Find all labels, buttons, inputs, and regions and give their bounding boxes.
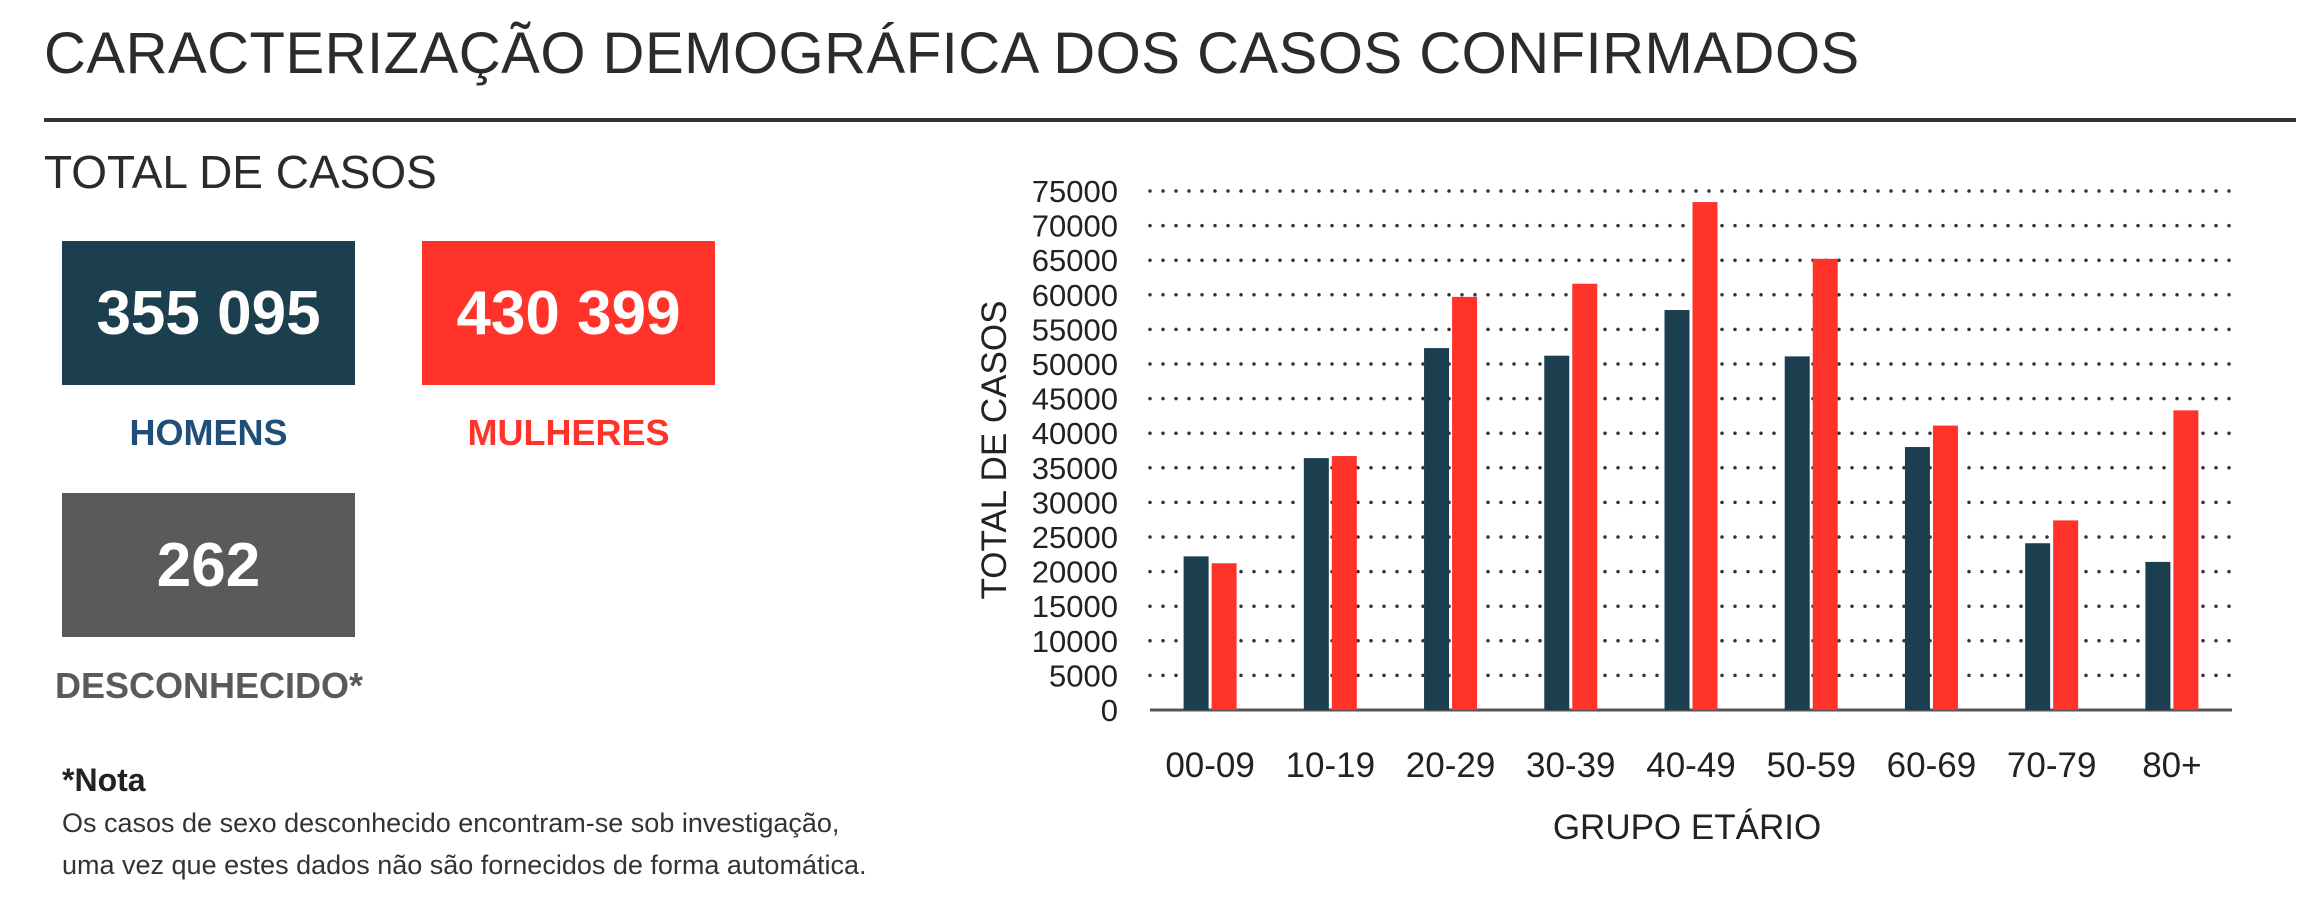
x-tick-label: 30-39	[1526, 746, 1616, 785]
men-total-value: 355 095	[96, 278, 321, 348]
bar-series-1-30-39	[1544, 355, 1570, 710]
note-title: *Nota	[62, 762, 146, 798]
unknown-total-value: 262	[156, 530, 261, 600]
bar-series-1-60-69	[1904, 447, 1930, 710]
y-tick-label: 40000	[1032, 416, 1118, 451]
bar-series-2-10-19	[1331, 456, 1357, 710]
bar-series-2-20-29	[1452, 296, 1478, 710]
y-tick-label: 65000	[1032, 243, 1118, 278]
x-tick-label: 70-79	[2007, 746, 2097, 785]
women-label: MULHERES	[467, 412, 670, 453]
bar-series-1-70-79	[2025, 543, 2051, 710]
unknown-label: DESCONHECIDO*	[54, 665, 364, 706]
y-tick-label: 75000	[1032, 174, 1118, 209]
bar-series-2-50-59	[1812, 258, 1838, 710]
bar-series-1-00-09	[1183, 556, 1209, 710]
men-label: HOMENS	[129, 412, 288, 453]
y-tick-label: 0	[1101, 693, 1118, 728]
x-tick-label: 50-59	[1766, 746, 1856, 785]
total-cases-heading: TOTAL DE CASOS	[44, 146, 437, 198]
note-line-1: Os casos de sexo desconhecido encontram-…	[62, 808, 840, 838]
bar-series-1-80+	[2145, 561, 2171, 710]
bar-series-2-80+	[2173, 410, 2199, 710]
women-total-box: 430 399	[422, 241, 715, 385]
note-line-2: uma vez que estes dados não são fornecid…	[62, 850, 867, 880]
bar-series-2-30-39	[1572, 283, 1598, 710]
x-axis-title: GRUPO ETÁRIO	[1553, 808, 1821, 847]
y-axis-title: TOTAL DE CASOS	[975, 301, 1014, 600]
y-tick-label: 15000	[1032, 589, 1118, 624]
y-tick-label: 35000	[1032, 451, 1118, 486]
page-title: CARACTERIZAÇÃO DEMOGRÁFICA DOS CASOS CON…	[44, 21, 1860, 86]
x-tick-label: 20-29	[1406, 746, 1496, 785]
title-divider	[44, 118, 2296, 122]
y-tick-label: 10000	[1032, 624, 1118, 659]
bar-series-1-20-29	[1424, 348, 1450, 710]
men-total-box: 355 095	[62, 241, 355, 385]
bar-series-2-60-69	[1932, 425, 1958, 710]
y-tick-label: 30000	[1032, 485, 1118, 520]
x-tick-label: 40-49	[1646, 746, 1736, 785]
unknown-total-box: 262	[62, 493, 355, 637]
x-tick-label: 60-69	[1887, 746, 1977, 785]
y-tick-label: 50000	[1032, 347, 1118, 382]
y-tick-label: 70000	[1032, 209, 1118, 244]
y-tick-label: 55000	[1032, 312, 1118, 347]
bar-series-1-40-49	[1664, 310, 1690, 710]
y-tick-label: 5000	[1049, 658, 1118, 693]
bar-series-2-40-49	[1692, 202, 1718, 710]
women-total-value: 430 399	[456, 278, 681, 348]
x-tick-label: 00-09	[1165, 746, 1255, 785]
bar-series-2-70-79	[2053, 520, 2079, 710]
bar-series-1-50-59	[1784, 356, 1810, 710]
y-tick-label: 45000	[1032, 382, 1118, 417]
bar-series-1-10-19	[1303, 458, 1329, 710]
x-tick-label: 80+	[2142, 746, 2201, 785]
y-tick-label: 60000	[1032, 278, 1118, 313]
x-tick-label: 10-19	[1286, 746, 1376, 785]
bar-series-2-00-09	[1211, 563, 1237, 710]
y-tick-label: 25000	[1032, 520, 1118, 555]
y-tick-label: 20000	[1032, 555, 1118, 590]
